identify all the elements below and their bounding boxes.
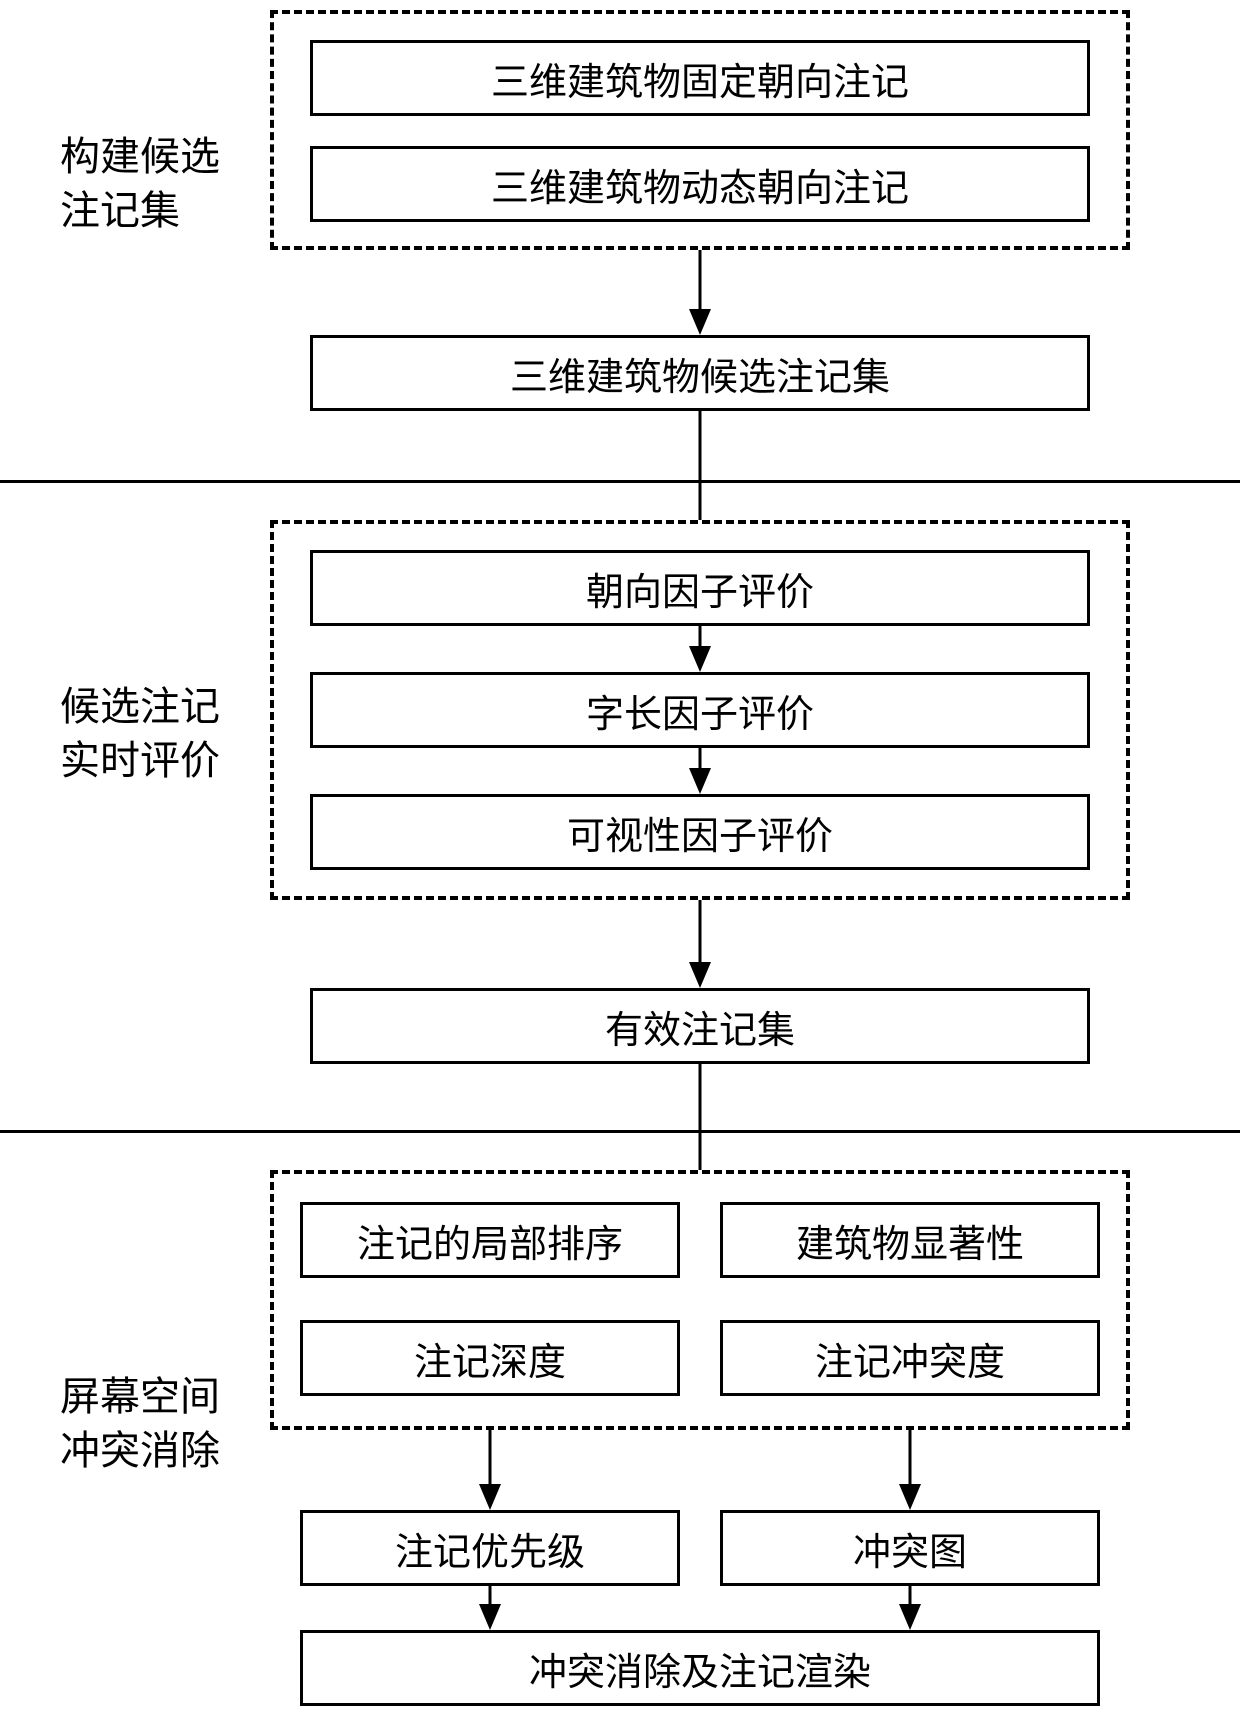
flow-box: 注记的局部排序 — [300, 1202, 680, 1278]
divider — [0, 1130, 1240, 1133]
divider — [0, 480, 1240, 483]
flow-box: 注记深度 — [300, 1320, 680, 1396]
arrow-down-icon — [687, 626, 713, 672]
flow-box: 三维建筑物动态朝向注记 — [310, 146, 1090, 222]
arrow-down-icon — [897, 1586, 923, 1630]
flow-box: 注记优先级 — [300, 1510, 680, 1586]
arrow-down-icon — [477, 1430, 503, 1510]
section-label: 屏幕空间冲突消除 — [60, 1370, 220, 1478]
arrow-down-icon — [687, 900, 713, 988]
flow-box: 冲突图 — [720, 1510, 1100, 1586]
flow-box: 可视性因子评价 — [310, 794, 1090, 870]
arrow-down-icon — [897, 1430, 923, 1510]
flow-box: 三维建筑物固定朝向注记 — [310, 40, 1090, 116]
section-label: 构建候选注记集 — [60, 130, 220, 238]
flow-box: 建筑物显著性 — [720, 1202, 1100, 1278]
arrow-down-icon — [687, 748, 713, 794]
flow-box: 朝向因子评价 — [310, 550, 1090, 626]
flow-box: 字长因子评价 — [310, 672, 1090, 748]
flow-box: 有效注记集 — [310, 988, 1090, 1064]
arrow-down-icon — [687, 250, 713, 335]
section-label: 候选注记实时评价 — [60, 680, 220, 788]
flow-box: 冲突消除及注记渲染 — [300, 1630, 1100, 1706]
flow-box: 三维建筑物候选注记集 — [310, 335, 1090, 411]
flow-box: 注记冲突度 — [720, 1320, 1100, 1396]
arrow-down-icon — [477, 1586, 503, 1630]
